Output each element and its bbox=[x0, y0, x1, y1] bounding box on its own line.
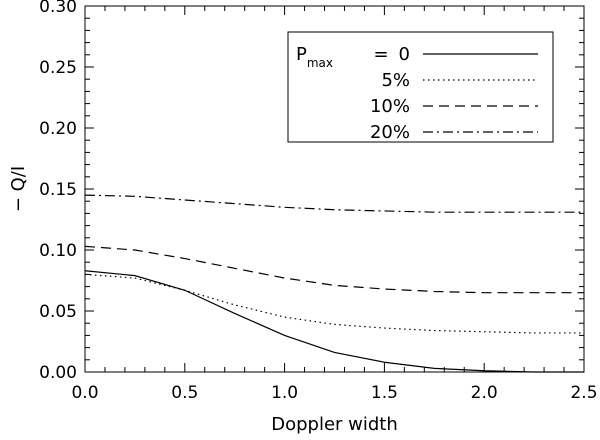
legend-title-subscript: max bbox=[307, 56, 333, 70]
axis-ticks bbox=[84, 5, 585, 373]
y-tick-label: 0.05 bbox=[39, 302, 77, 322]
series-line-dash-dot bbox=[84, 194, 584, 213]
y-tick-label: 0.25 bbox=[39, 58, 77, 78]
y-tick-label: 0.10 bbox=[39, 241, 77, 261]
legend: Pmax = 0 5% 10% 20% bbox=[287, 31, 554, 143]
x-axis-label: Doppler width bbox=[271, 414, 398, 435]
x-tick-label: 0.0 bbox=[71, 383, 98, 403]
y-tick-label: 0.30 bbox=[39, 0, 77, 17]
legend-entries: 0 5% 10% 20% bbox=[370, 44, 538, 143]
x-tick-label: 2.0 bbox=[471, 383, 498, 403]
legend-entry-label: 10% bbox=[370, 96, 410, 117]
y-axis-label: − Q/I bbox=[8, 166, 29, 212]
series-line-dashed bbox=[84, 245, 584, 294]
x-tick-label: 2.5 bbox=[570, 383, 597, 403]
tick-labels: 0.0 0.5 1.0 1.5 2.0 2.5 0.00 0.05 0.10 0.15 0.20 0.… bbox=[39, 0, 597, 403]
series-line-dotted bbox=[84, 273, 584, 334]
legend-title-symbol: P bbox=[296, 44, 307, 65]
legend-box bbox=[287, 31, 554, 143]
legend-entry-label: 20% bbox=[370, 122, 410, 143]
series-line-solid bbox=[84, 270, 584, 373]
y-tick-label: 0.20 bbox=[39, 119, 77, 139]
x-tick-label: 1.0 bbox=[271, 383, 298, 403]
y-tick-label: 0.00 bbox=[39, 363, 77, 383]
x-tick-label: 1.5 bbox=[371, 383, 398, 403]
legend-entry-label: 5% bbox=[381, 70, 410, 91]
series-lines bbox=[84, 194, 584, 373]
legend-equals-sign: = bbox=[373, 44, 388, 65]
y-tick-label: 0.15 bbox=[39, 180, 77, 200]
x-tick-label: 0.5 bbox=[171, 383, 198, 403]
legend-title: Pmax bbox=[296, 44, 333, 70]
legend-entry-label: 0 bbox=[399, 44, 410, 65]
